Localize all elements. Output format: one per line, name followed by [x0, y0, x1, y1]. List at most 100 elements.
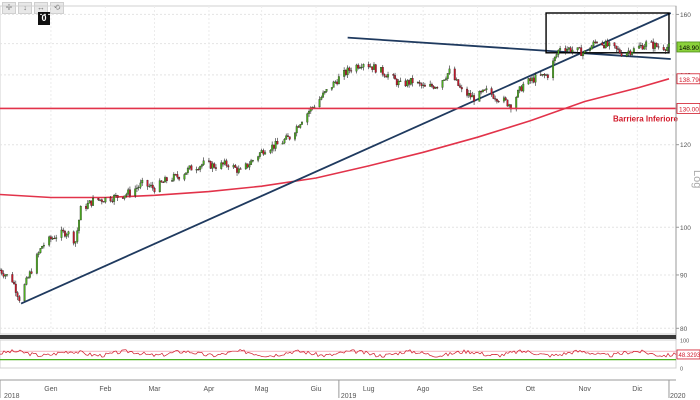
candle-body	[160, 180, 163, 183]
candle-body	[350, 70, 353, 72]
candle-body	[631, 52, 634, 55]
x-month-label: Mar	[148, 386, 161, 393]
candle-body	[272, 144, 275, 149]
candle-body	[650, 41, 653, 43]
candle-body	[418, 81, 421, 84]
candle-body	[232, 165, 235, 168]
oscillator-tick-label: 0	[680, 367, 683, 373]
zoom-icon[interactable]: ↕	[18, 2, 32, 14]
candle-body	[78, 219, 80, 231]
candle-body	[318, 99, 321, 108]
x-year-label: 2018	[4, 393, 20, 400]
candle-body	[423, 84, 426, 87]
candle-body	[114, 195, 117, 197]
candle-body	[613, 42, 616, 47]
candle-body	[387, 74, 389, 78]
candle-body	[564, 48, 567, 52]
candle-body	[480, 91, 483, 93]
candle-body	[30, 271, 33, 274]
x-month-label: Set	[472, 386, 483, 393]
candle-body	[566, 49, 569, 52]
candle-body	[367, 64, 370, 68]
oscillator-line	[0, 349, 677, 358]
candle-body	[330, 87, 333, 90]
candle-body	[604, 41, 607, 49]
candle-body	[65, 233, 68, 237]
crosshair-icon[interactable]: ✛	[2, 2, 16, 14]
candle-body	[41, 245, 44, 249]
candle-body	[638, 45, 641, 49]
candle-body	[72, 231, 75, 244]
candle-body	[244, 163, 247, 170]
candle-body	[392, 74, 395, 76]
candle-body	[225, 160, 228, 166]
candle-body	[127, 189, 130, 195]
candle-body	[104, 197, 107, 203]
candle-body	[88, 200, 91, 204]
candle-body	[490, 88, 493, 95]
candle-body	[301, 122, 303, 125]
candle-body	[453, 68, 456, 81]
oscillator-layer: 05010048.3293	[0, 335, 700, 373]
candle-body	[629, 50, 632, 55]
candle-body	[639, 45, 642, 47]
candle-body	[325, 89, 328, 92]
candle-body	[385, 76, 388, 78]
x-year-label: 2019	[341, 393, 357, 400]
candle-body	[518, 86, 521, 91]
candle-body	[531, 77, 533, 81]
candle-body	[643, 46, 646, 50]
candle-body	[664, 49, 667, 51]
candle-body	[67, 231, 70, 235]
chart-badge: 0	[38, 12, 50, 25]
candle-body	[527, 78, 530, 85]
panel-separator	[0, 335, 676, 339]
candle-body	[481, 89, 484, 93]
candle-body	[397, 81, 400, 86]
candle-body	[371, 66, 374, 70]
support-label: Barriera Inferiore	[613, 114, 678, 123]
candle-body	[441, 80, 444, 88]
candle-body	[655, 43, 658, 47]
candle-body	[546, 74, 549, 78]
candle-body	[666, 46, 669, 51]
candle-body	[185, 172, 188, 175]
candlestick-layer	[0, 38, 670, 303]
candle-body	[297, 126, 300, 128]
candle-body	[581, 52, 584, 57]
candle-body	[416, 81, 419, 84]
candle-body	[395, 78, 398, 86]
candle-body	[473, 95, 476, 102]
candle-body	[153, 187, 156, 193]
candle-body	[200, 164, 203, 167]
candle-body	[346, 67, 349, 75]
candle-body	[162, 181, 165, 184]
x-axis-layer: Gen Feb Mar Apr Mag Giu Lug Ago Set Ott Nov Dic 2018…	[0, 379, 686, 400]
candle-body	[466, 88, 469, 96]
trendline-layer	[20, 12, 672, 305]
candle-body	[251, 160, 254, 162]
candle-body	[430, 84, 433, 87]
trendline-2	[347, 36, 671, 60]
candle-body	[337, 76, 340, 85]
candle-body	[39, 248, 42, 253]
rectangle-layer	[545, 12, 670, 54]
candle-body	[258, 152, 261, 157]
candle-body	[504, 97, 507, 101]
candle-body	[373, 64, 375, 70]
candle-body	[432, 86, 435, 89]
y-tick-label: 90	[680, 272, 688, 279]
candle-body	[632, 48, 635, 53]
price-tag-box	[676, 73, 700, 85]
candle-body	[223, 160, 226, 165]
candle-body	[576, 47, 579, 51]
moving-average-line	[0, 78, 670, 199]
candle-body	[128, 189, 131, 196]
candle-body	[406, 80, 409, 87]
candle-body	[411, 78, 414, 84]
candle-body	[485, 88, 488, 91]
y-axis-layer: 8090100120130140150160Log	[675, 6, 700, 368]
main-grid	[0, 5, 677, 335]
candle-body	[234, 165, 237, 168]
candle-body	[92, 198, 95, 206]
